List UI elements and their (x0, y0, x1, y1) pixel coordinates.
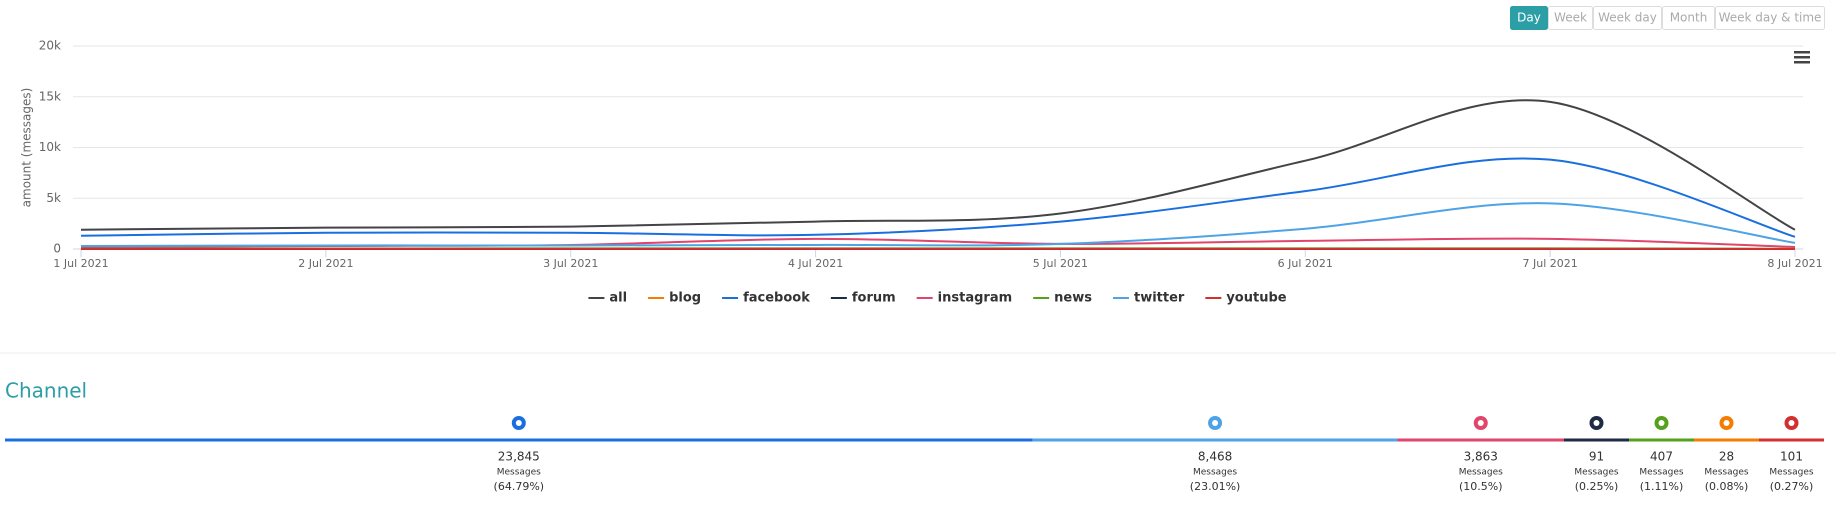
legend-label[interactable]: twitter (1134, 291, 1185, 306)
tab-label[interactable]: Day (1517, 11, 1541, 25)
channel-segment (1694, 439, 1759, 442)
y-tick-label: 0 (53, 242, 61, 256)
channel-unit: Messages (1704, 468, 1748, 478)
menu-icon[interactable] (1794, 51, 1810, 64)
channel-unit: Messages (1769, 468, 1813, 478)
channel-unit: Messages (1574, 468, 1618, 478)
channel-count: 3,863 (1464, 450, 1498, 464)
legend-label[interactable]: forum (852, 291, 896, 306)
channel-unit: Messages (1639, 468, 1683, 478)
channel-icon-inner (1659, 420, 1665, 426)
y-tick-label: 5k (46, 191, 61, 205)
channel-share: (10.5%) (1459, 480, 1503, 493)
channel-count: 101 (1780, 450, 1803, 464)
channel-unit: Messages (1193, 468, 1237, 478)
tab-label[interactable]: Week (1554, 11, 1587, 25)
channel-count: 8,468 (1198, 450, 1232, 464)
channel-count: 28 (1719, 450, 1734, 464)
channel-count: 91 (1589, 450, 1604, 464)
legend-label[interactable]: news (1054, 291, 1092, 306)
channel-count: 23,845 (498, 450, 540, 464)
channel-count: 407 (1650, 450, 1673, 464)
y-tick-label: 20k (39, 39, 61, 53)
channel-segment (1759, 439, 1824, 442)
channel-share: (1.11%) (1640, 480, 1684, 493)
legend-label[interactable]: instagram (938, 291, 1012, 306)
channel-unit: Messages (497, 468, 541, 478)
tab-label[interactable]: Month (1670, 11, 1708, 25)
channel-share: (0.08%) (1705, 480, 1749, 493)
channel-share: (23.01%) (1190, 480, 1241, 493)
tab-label[interactable]: Week day (1598, 11, 1657, 25)
y-tick-label: 15k (39, 89, 61, 103)
section-title: Channel (5, 379, 87, 403)
channel-icon-inner (1594, 420, 1600, 426)
channel-segment (1629, 439, 1694, 442)
x-tick-label: 7 Jul 2021 (1523, 257, 1578, 270)
x-tick-label: 8 Jul 2021 (1767, 257, 1822, 270)
legend-label[interactable]: blog (669, 291, 701, 306)
series-line (81, 100, 1795, 230)
channel-icon-inner (516, 420, 522, 426)
x-tick-label: 1 Jul 2021 (53, 257, 108, 270)
channel-share: (0.27%) (1770, 480, 1814, 493)
x-tick-label: 5 Jul 2021 (1033, 257, 1088, 270)
channel-icon-inner (1212, 420, 1218, 426)
series-line (81, 158, 1795, 236)
x-tick-label: 4 Jul 2021 (788, 257, 843, 270)
channel-segment (1398, 439, 1564, 442)
channel-segment (5, 439, 1033, 442)
y-axis-title: amount (messages) (20, 88, 34, 208)
x-tick-label: 6 Jul 2021 (1278, 257, 1333, 270)
legend-label[interactable]: all (609, 291, 627, 306)
y-tick-label: 10k (39, 140, 61, 154)
tab-label[interactable]: Week day & time (1719, 11, 1822, 25)
channel-segment (1564, 439, 1629, 442)
channel-icon-inner (1478, 420, 1484, 426)
legend-label[interactable]: youtube (1226, 291, 1286, 306)
channel-unit: Messages (1459, 468, 1503, 478)
channel-icon-inner (1789, 420, 1795, 426)
channel-share: (0.25%) (1575, 480, 1619, 493)
legend-label[interactable]: facebook (743, 291, 810, 306)
x-tick-label: 2 Jul 2021 (298, 257, 353, 270)
channel-segment (1033, 439, 1398, 442)
channel-share: (64.79%) (494, 480, 545, 493)
channel-icon-inner (1724, 420, 1730, 426)
x-tick-label: 3 Jul 2021 (543, 257, 598, 270)
